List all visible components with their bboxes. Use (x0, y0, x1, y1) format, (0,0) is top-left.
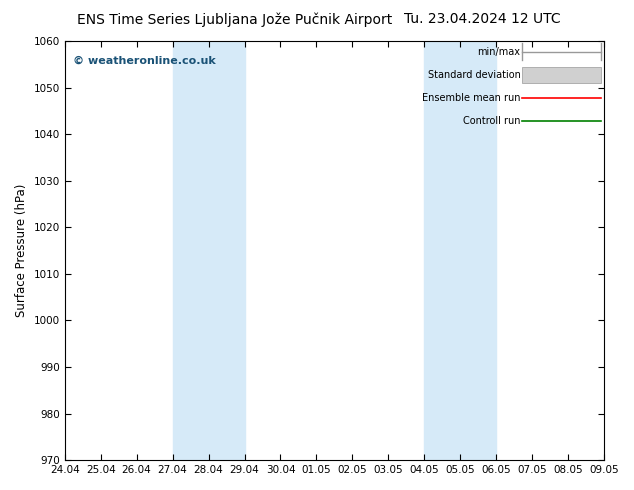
Text: Tu. 23.04.2024 12 UTC: Tu. 23.04.2024 12 UTC (403, 12, 560, 26)
Text: Ensemble mean run: Ensemble mean run (422, 93, 521, 102)
Text: min/max: min/max (477, 47, 521, 56)
Text: Controll run: Controll run (463, 116, 521, 125)
Bar (522, 67, 602, 82)
Y-axis label: Surface Pressure (hPa): Surface Pressure (hPa) (15, 184, 28, 318)
Text: Standard deviation: Standard deviation (428, 70, 521, 79)
Text: © weatheronline.co.uk: © weatheronline.co.uk (73, 56, 216, 66)
Bar (172, 41, 245, 460)
Bar (424, 41, 496, 460)
Text: ENS Time Series Ljubljana Jože Pučnik Airport: ENS Time Series Ljubljana Jože Pučnik Ai… (77, 12, 392, 27)
